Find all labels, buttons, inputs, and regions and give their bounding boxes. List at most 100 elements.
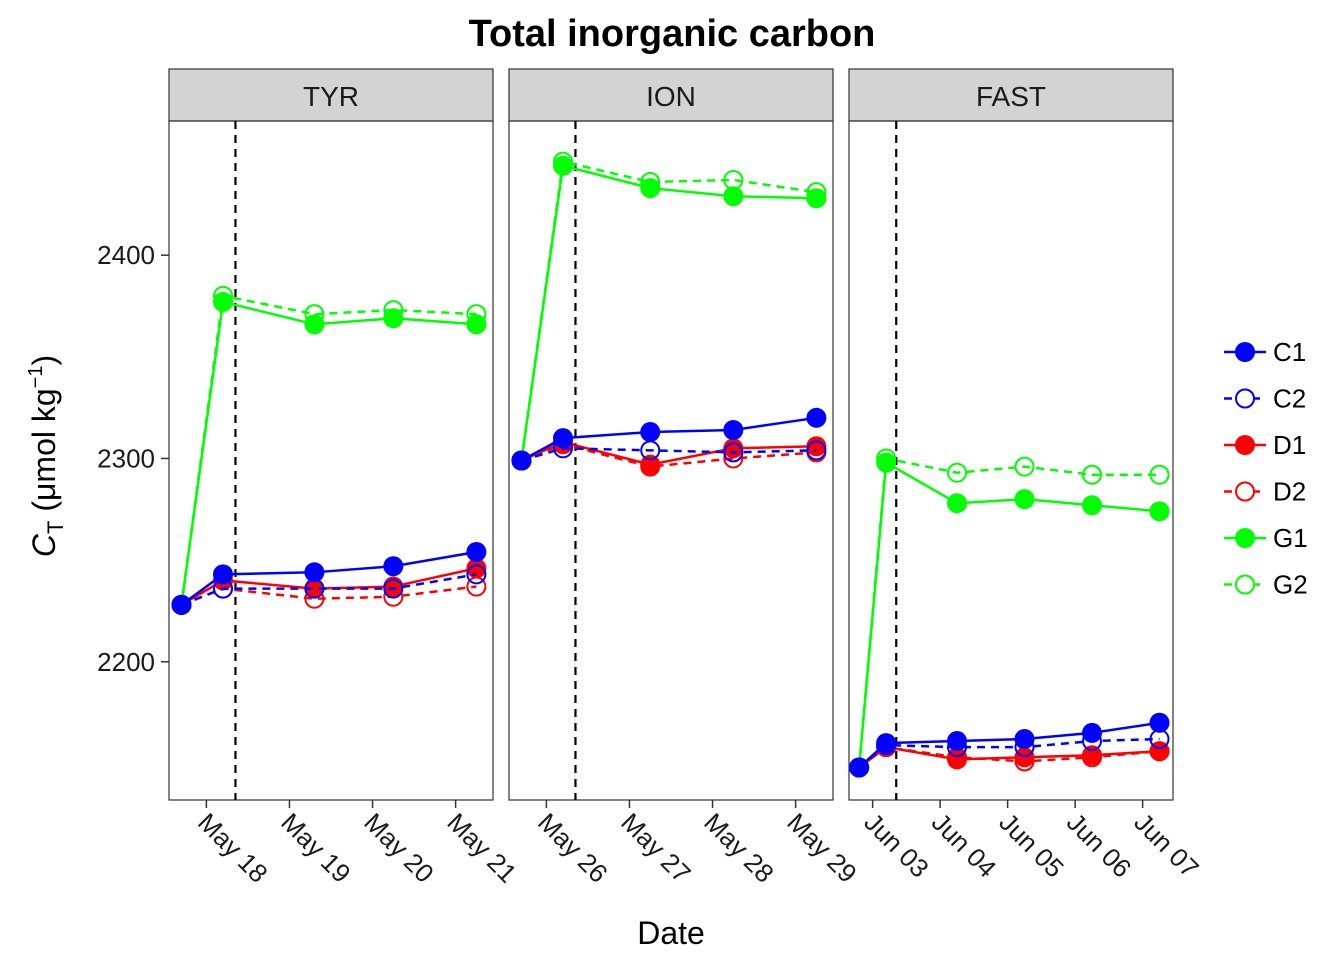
- y-axis-title: CT (μmol kg−1): [25, 355, 68, 557]
- data-point: [947, 493, 967, 514]
- data-point: [1014, 729, 1035, 750]
- data-point: [723, 420, 744, 441]
- data-point: [383, 556, 404, 577]
- data-point: [511, 450, 532, 471]
- legend-label: G1: [1273, 523, 1308, 553]
- legend-item-c1: C1: [1224, 337, 1306, 367]
- legend-key-marker: [1235, 388, 1255, 409]
- data-point: [304, 314, 325, 335]
- series-c1: [849, 712, 1170, 778]
- data-point: [466, 541, 487, 562]
- series-line: [857, 456, 1160, 768]
- x-tick-label: Jun 03: [858, 807, 934, 883]
- data-point: [1014, 489, 1035, 510]
- legend-key-marker: [1235, 528, 1255, 548]
- data-point: [304, 562, 325, 583]
- data-point: [466, 564, 487, 585]
- strip-label: ION: [646, 81, 696, 112]
- panel-tyr: TYR May 18 May 19 May 20 May 21: [168, 68, 523, 889]
- x-tick-label: May 18: [192, 807, 274, 889]
- data-point: [849, 757, 870, 778]
- legend-label: C1: [1273, 337, 1306, 367]
- x-tick-label: May 28: [698, 807, 780, 889]
- data-point: [947, 731, 967, 752]
- data-point: [1082, 464, 1102, 485]
- series-line: [520, 160, 817, 461]
- data-point: [1149, 501, 1170, 522]
- series-line: [857, 460, 1160, 768]
- x-tick-label: May 19: [275, 807, 357, 889]
- legend-label: D1: [1273, 430, 1306, 460]
- data-point: [806, 188, 827, 209]
- legend-label: C2: [1273, 384, 1306, 414]
- series-c1: [171, 541, 487, 615]
- data-point: [1014, 747, 1035, 768]
- data-point: [383, 578, 404, 599]
- data-point: [1082, 495, 1102, 516]
- data-point: [640, 454, 661, 475]
- data-point: [1082, 745, 1102, 766]
- data-point: [723, 438, 744, 459]
- x-tick-label: Jun 04: [926, 807, 1002, 883]
- x-tick-label: Jun 05: [993, 807, 1069, 883]
- panel-border: [848, 120, 1174, 801]
- legend-key-marker: [1235, 342, 1255, 362]
- x-tick-label: Jun 06: [1061, 807, 1137, 883]
- data-point: [466, 314, 487, 335]
- y-tick-label: 2200: [97, 647, 155, 677]
- data-point: [1082, 722, 1102, 743]
- series-line: [521, 447, 817, 462]
- x-tick-label: May 21: [441, 807, 523, 889]
- data-point: [806, 407, 827, 428]
- legend-key-marker: [1235, 435, 1255, 455]
- panel-ion: ION May 26 May 27 May 28 May 29: [508, 68, 863, 889]
- data-point: [553, 155, 573, 176]
- y-axis-title-unit-close: ): [26, 355, 62, 366]
- series-line: [181, 573, 477, 607]
- x-tick-label: Jun 07: [1128, 807, 1204, 883]
- x-axis-title: Date: [637, 915, 705, 951]
- data-point: [304, 578, 325, 599]
- data-point: [171, 594, 192, 615]
- legend: C1 C2 D1 D2 G1 G2: [1224, 337, 1308, 600]
- legend-key-marker: [1235, 574, 1255, 595]
- y-axis-title-subscript: T: [43, 521, 68, 534]
- y-tick-label: 2400: [97, 240, 155, 270]
- legend-item-c2: C2: [1224, 384, 1306, 414]
- chart-title: Total inorganic carbon: [469, 13, 876, 55]
- data-point: [1149, 464, 1170, 485]
- legend-item-g2: G2: [1224, 570, 1308, 600]
- legend-label: D2: [1273, 477, 1306, 507]
- legend-label: G2: [1273, 570, 1308, 600]
- y-tick-label: 2300: [97, 443, 155, 473]
- data-point: [213, 564, 233, 585]
- legend-item-d2: D2: [1224, 477, 1306, 507]
- panel-border: [168, 120, 494, 801]
- y-axis-title-symbol: C: [26, 533, 62, 557]
- strip-header: [848, 68, 1174, 122]
- strip-label: FAST: [976, 81, 1046, 112]
- data-point: [876, 452, 897, 473]
- x-tick-label: May 26: [532, 807, 614, 889]
- data-point: [213, 291, 233, 312]
- data-point: [383, 308, 404, 329]
- panel-border: [508, 120, 834, 801]
- data-point: [640, 178, 661, 199]
- data-point: [723, 442, 744, 463]
- y-axis: 2200 2300 2400: [97, 240, 169, 677]
- legend-item-g1: G1: [1224, 523, 1308, 553]
- strip-label: TYR: [303, 81, 359, 112]
- x-tick-label: May 27: [615, 807, 697, 889]
- data-point: [1014, 456, 1035, 477]
- data-point: [1149, 712, 1170, 733]
- data-point: [640, 422, 661, 443]
- strip-header: [508, 68, 834, 122]
- data-point: [466, 558, 487, 579]
- x-tick-label: May 29: [781, 807, 863, 889]
- data-point: [553, 428, 573, 449]
- data-point: [876, 733, 897, 754]
- data-point: [806, 440, 827, 461]
